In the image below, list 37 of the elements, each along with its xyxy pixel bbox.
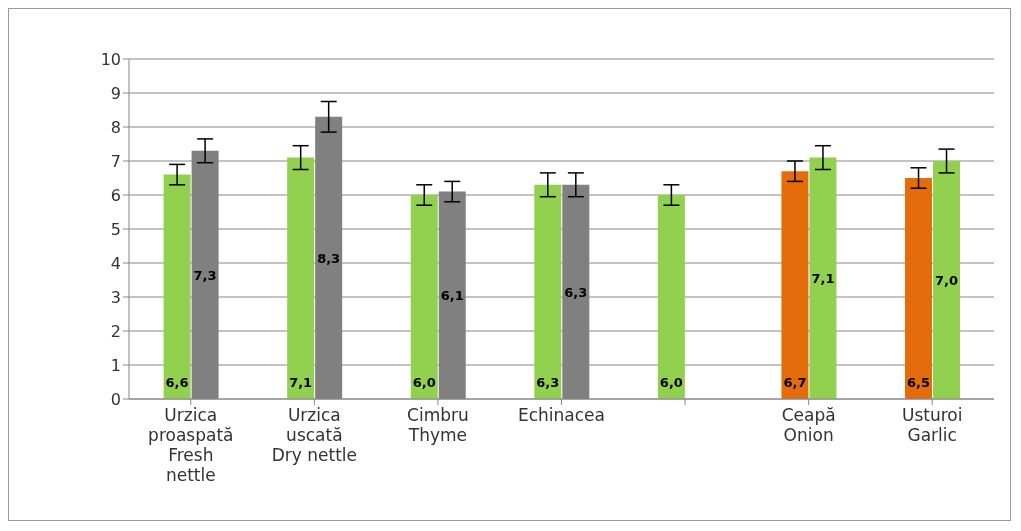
data-label: 7,3 <box>193 267 217 283</box>
data-label: 8,3 <box>317 250 341 266</box>
y-tick-label: 6 <box>110 185 121 205</box>
data-label: 6,0 <box>412 375 436 390</box>
x-tick-label: Ceapă Onion <box>781 405 836 445</box>
y-tick-label: 1 <box>110 355 121 375</box>
data-label: 7,1 <box>811 270 835 286</box>
bar <box>781 171 809 399</box>
y-tick-label: 3 <box>110 287 121 307</box>
data-label: 6,3 <box>536 375 560 390</box>
bar <box>905 178 933 399</box>
x-tick-label: Urzica proaspată Fresh nettle <box>148 405 234 485</box>
bar <box>163 174 191 399</box>
bar <box>410 195 438 399</box>
data-label: 6,1 <box>440 287 464 303</box>
x-tick-label: Usturoi Garlic <box>901 405 963 445</box>
bar <box>287 157 315 399</box>
data-label: 6,6 <box>165 375 189 390</box>
y-tick-label: 2 <box>110 321 121 341</box>
data-label: 7,1 <box>289 375 313 390</box>
y-tick-label: 7 <box>110 151 121 171</box>
data-label: 6,5 <box>907 375 931 390</box>
data-label: 6,3 <box>564 284 588 300</box>
data-label: 7,0 <box>935 272 959 288</box>
x-tick-label: Echinacea <box>517 405 606 425</box>
bar <box>657 195 685 399</box>
y-tick-label: 9 <box>110 83 121 103</box>
x-tick-label: Cimbru Thyme <box>407 405 469 445</box>
y-tick-label: 8 <box>110 117 121 137</box>
bar <box>534 184 562 399</box>
y-tick-label: 4 <box>110 253 121 273</box>
data-label: 6,0 <box>659 375 683 390</box>
y-tick-label: 10 <box>100 49 121 69</box>
y-tick-label: 0 <box>110 389 121 409</box>
x-tick-label: Urzica uscată Dry nettle <box>271 405 358 465</box>
data-label: 6,7 <box>783 375 807 390</box>
y-tick-label: 5 <box>110 219 121 239</box>
